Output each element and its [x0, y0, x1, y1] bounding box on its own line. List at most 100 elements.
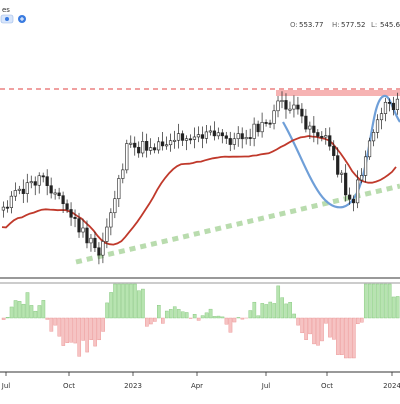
- candle-body: [10, 196, 13, 207]
- histogram-bar: [213, 316, 216, 318]
- histogram-bar: [380, 284, 383, 318]
- histogram-bar: [364, 284, 367, 318]
- histogram-bar: [10, 307, 13, 318]
- histogram-bar: [273, 303, 276, 318]
- histogram-bar: [225, 318, 228, 324]
- candle-body: [364, 157, 367, 176]
- histogram-bar: [94, 318, 97, 346]
- candle-body: [368, 141, 371, 157]
- candle-body: [102, 241, 105, 255]
- histogram-bar: [18, 301, 21, 318]
- histogram-bar: [137, 291, 140, 318]
- candle-body: [360, 175, 363, 180]
- histogram-bar: [129, 284, 132, 318]
- histogram-bar: [360, 318, 363, 322]
- histogram-bar: [161, 318, 164, 323]
- candle-body: [321, 136, 324, 137]
- histogram-bar: [197, 318, 200, 320]
- open-label: O:: [290, 21, 298, 29]
- candle-body: [253, 124, 256, 138]
- candle-body: [125, 144, 128, 170]
- histogram-bar: [30, 305, 33, 318]
- histogram-bar: [328, 318, 331, 337]
- candle-body: [14, 190, 17, 196]
- histogram-bar: [257, 316, 260, 318]
- candle-body: [118, 178, 121, 198]
- histogram-bar: [173, 307, 176, 318]
- candle-body: [328, 136, 331, 147]
- x-tick-label: Apr: [191, 382, 203, 390]
- histogram-bar: [249, 311, 252, 318]
- candle-body: [82, 228, 85, 232]
- candle-body: [324, 136, 327, 137]
- candle-body: [78, 219, 81, 232]
- candle-body: [285, 100, 288, 109]
- candle-body: [281, 100, 284, 101]
- histogram-bar: [229, 318, 232, 332]
- histogram-bar: [22, 304, 25, 318]
- candle-body: [273, 111, 276, 124]
- histogram-bar: [388, 284, 391, 318]
- candle-body: [269, 123, 272, 124]
- candle-body: [201, 135, 204, 139]
- candle-body: [22, 189, 25, 193]
- candle: [125, 140, 128, 174]
- candle-body: [352, 199, 355, 203]
- histogram-bar: [297, 318, 300, 325]
- candle-body: [305, 116, 308, 129]
- candle-body: [62, 196, 65, 204]
- eye-icon[interactable]: [1, 15, 13, 23]
- candle-body: [70, 209, 73, 217]
- histogram-bar: [14, 300, 17, 318]
- settings-icon[interactable]: [18, 15, 26, 23]
- histogram-bar: [221, 317, 224, 318]
- histogram-bar: [82, 318, 85, 340]
- candle-body: [245, 137, 248, 138]
- histogram-bar: [102, 318, 105, 331]
- histogram-bar: [62, 318, 65, 346]
- histogram-bar: [320, 318, 323, 341]
- candle-body: [18, 189, 21, 190]
- candle-body: [380, 114, 383, 120]
- histogram-bar: [105, 303, 108, 318]
- histogram-bar: [253, 302, 256, 318]
- histogram-bar: [285, 304, 288, 318]
- candle-body: [141, 141, 144, 153]
- candle-body: [38, 176, 41, 185]
- histogram-bar: [177, 309, 180, 318]
- histogram-bar: [157, 305, 160, 318]
- candle-body: [110, 213, 113, 227]
- histogram-bar: [316, 318, 319, 345]
- candle-body: [356, 180, 359, 203]
- histogram-bar: [392, 297, 395, 318]
- candle-body: [98, 248, 101, 255]
- candle-body: [336, 156, 339, 175]
- candle-body: [261, 122, 264, 131]
- candle-body: [309, 126, 312, 129]
- candle-body: [177, 134, 180, 141]
- histogram-bar: [348, 318, 351, 358]
- candle-body: [189, 139, 192, 140]
- candle-body: [241, 134, 244, 139]
- histogram-bar: [261, 303, 264, 318]
- candle-body: [58, 193, 61, 196]
- candle-body: [221, 133, 224, 136]
- histogram-bar: [304, 318, 307, 340]
- histogram-bar: [145, 318, 148, 326]
- histogram-bar: [2, 318, 5, 320]
- histogram-bar: [372, 284, 375, 318]
- histogram-bar: [308, 318, 311, 334]
- candle-body: [181, 134, 184, 141]
- candle-body: [237, 134, 240, 139]
- candle-body: [86, 228, 89, 243]
- candle-body: [106, 227, 109, 241]
- low-label: L:: [371, 21, 377, 29]
- histogram-bar: [74, 318, 77, 343]
- ohlc-readout: O: 553.77 H: 577.52 L: 545.69: [290, 21, 400, 29]
- candle-body: [376, 120, 379, 133]
- histogram-bar: [277, 286, 280, 318]
- high-value: 577.52: [341, 21, 366, 29]
- histogram-bar: [78, 318, 81, 356]
- histogram-bar: [34, 311, 37, 318]
